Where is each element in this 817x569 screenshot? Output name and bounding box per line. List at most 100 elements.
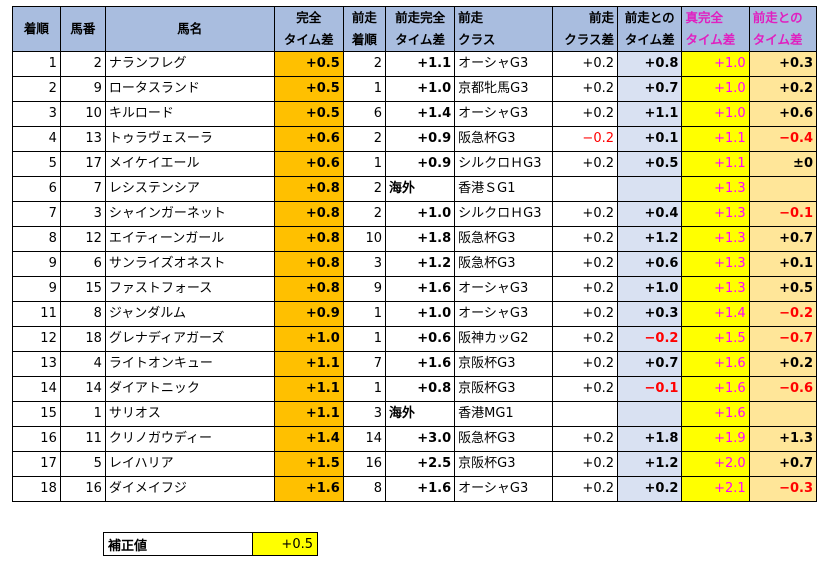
cell-true-full-time[interactable]: +1.3 bbox=[681, 226, 750, 252]
cell-prev-place[interactable]: 1 bbox=[342, 326, 387, 352]
cell-prev-true-diff[interactable] bbox=[748, 176, 817, 202]
cell-prev-class[interactable]: 京阪杯G3 bbox=[454, 351, 553, 377]
cell-prev-full-time[interactable]: +0.6 bbox=[385, 326, 456, 352]
cell-place[interactable]: 16 bbox=[12, 426, 61, 452]
cell-true-full-time[interactable]: +1.9 bbox=[681, 426, 750, 452]
cell-class-diff[interactable]: +0.2 bbox=[551, 151, 619, 177]
cell-prev-full-time[interactable]: +1.4 bbox=[385, 101, 456, 127]
cell-class-diff[interactable]: +0.2 bbox=[551, 426, 619, 452]
cell-prev-diff[interactable] bbox=[616, 176, 683, 202]
cell-prev-place[interactable]: 2 bbox=[342, 176, 387, 202]
cell-prev-full-time[interactable]: 海外 bbox=[385, 176, 456, 202]
cell-class-diff[interactable]: +0.2 bbox=[551, 376, 619, 402]
cell-full-time[interactable]: +1.5 bbox=[273, 451, 344, 477]
cell-prev-true-diff[interactable]: −0.7 bbox=[748, 326, 817, 352]
cell-prev-true-diff[interactable]: −0.4 bbox=[748, 126, 817, 152]
cell-class-diff[interactable]: +0.2 bbox=[551, 351, 619, 377]
cell-prev-full-time[interactable]: +0.9 bbox=[385, 126, 456, 152]
cell-prev-class[interactable]: オーシャG3 bbox=[454, 51, 553, 77]
cell-class-diff[interactable]: +0.2 bbox=[551, 51, 619, 77]
cell-place[interactable]: 14 bbox=[12, 376, 61, 402]
cell-true-full-time[interactable]: +1.5 bbox=[681, 326, 750, 352]
cell-number[interactable]: 8 bbox=[59, 301, 106, 327]
cell-true-full-time[interactable]: +2.0 bbox=[681, 451, 750, 477]
cell-place[interactable]: 11 bbox=[12, 301, 61, 327]
cell-prev-class[interactable]: 香港MG1 bbox=[454, 401, 553, 427]
cell-prev-class[interactable]: オーシャG3 bbox=[454, 276, 553, 302]
cell-horse-name[interactable]: ファストフォース bbox=[104, 276, 275, 302]
cell-class-diff[interactable]: +0.2 bbox=[551, 226, 619, 252]
header-prev-place-bottom[interactable]: 着順 bbox=[342, 29, 387, 52]
cell-prev-diff[interactable]: +1.2 bbox=[616, 451, 683, 477]
cell-horse-name[interactable]: サリオス bbox=[104, 401, 275, 427]
cell-class-diff[interactable]: +0.2 bbox=[551, 326, 619, 352]
header-prev-diff-top[interactable]: 前走との bbox=[616, 6, 683, 29]
cell-prev-class[interactable]: 阪急杯G3 bbox=[454, 426, 553, 452]
cell-true-full-time[interactable]: +1.1 bbox=[681, 126, 750, 152]
cell-horse-name[interactable]: ナランフレグ bbox=[104, 51, 275, 77]
cell-number[interactable]: 10 bbox=[59, 101, 106, 127]
cell-horse-name[interactable]: クリノガウディー bbox=[104, 426, 275, 452]
cell-place[interactable]: 17 bbox=[12, 451, 61, 477]
cell-prev-place[interactable]: 7 bbox=[342, 351, 387, 377]
cell-horse-name[interactable]: ジャンダルム bbox=[104, 301, 275, 327]
cell-prev-place[interactable]: 1 bbox=[342, 376, 387, 402]
cell-prev-full-time[interactable]: +1.0 bbox=[385, 301, 456, 327]
cell-number[interactable]: 5 bbox=[59, 451, 106, 477]
cell-full-time[interactable]: +0.5 bbox=[273, 51, 344, 77]
cell-horse-name[interactable]: サンライズオネスト bbox=[104, 251, 275, 277]
cell-prev-full-time[interactable]: +1.6 bbox=[385, 476, 456, 502]
cell-prev-diff[interactable]: +0.1 bbox=[616, 126, 683, 152]
cell-number[interactable]: 3 bbox=[59, 201, 106, 227]
cell-prev-place[interactable]: 2 bbox=[342, 201, 387, 227]
cell-horse-name[interactable]: ダイメイフジ bbox=[104, 476, 275, 502]
cell-prev-place[interactable]: 3 bbox=[342, 401, 387, 427]
cell-prev-diff[interactable]: +1.8 bbox=[616, 426, 683, 452]
cell-number[interactable]: 2 bbox=[59, 51, 106, 77]
cell-place[interactable]: 4 bbox=[12, 126, 61, 152]
cell-true-full-time[interactable]: +1.0 bbox=[681, 51, 750, 77]
cell-full-time[interactable]: +0.9 bbox=[273, 301, 344, 327]
header-prev-diff-bottom[interactable]: タイム差 bbox=[616, 29, 683, 52]
cell-horse-name[interactable]: グレナディアガーズ bbox=[104, 326, 275, 352]
cell-prev-true-diff[interactable]: +0.5 bbox=[748, 276, 817, 302]
cell-true-full-time[interactable]: +1.6 bbox=[681, 351, 750, 377]
cell-full-time[interactable]: +0.5 bbox=[273, 101, 344, 127]
cell-prev-true-diff[interactable]: −0.3 bbox=[748, 476, 817, 502]
cell-number[interactable]: 18 bbox=[59, 326, 106, 352]
cell-prev-class[interactable]: オーシャG3 bbox=[454, 301, 553, 327]
cell-prev-true-diff[interactable] bbox=[748, 401, 817, 427]
cell-prev-class[interactable]: 京阪杯G3 bbox=[454, 376, 553, 402]
cell-place[interactable]: 2 bbox=[12, 76, 61, 102]
cell-true-full-time[interactable]: +1.4 bbox=[681, 301, 750, 327]
cell-class-diff[interactable]: +0.2 bbox=[551, 476, 619, 502]
cell-horse-name[interactable]: メイケイエール bbox=[104, 151, 275, 177]
cell-number[interactable]: 17 bbox=[59, 151, 106, 177]
cell-prev-class[interactable]: シルクロＨG3 bbox=[454, 151, 553, 177]
cell-true-full-time[interactable]: +1.3 bbox=[681, 251, 750, 277]
cell-prev-true-diff[interactable]: −0.2 bbox=[748, 301, 817, 327]
cell-prev-diff[interactable]: +1.2 bbox=[616, 226, 683, 252]
cell-prev-diff[interactable]: +0.7 bbox=[616, 76, 683, 102]
cell-prev-diff[interactable]: +0.3 bbox=[616, 301, 683, 327]
cell-place[interactable]: 13 bbox=[12, 351, 61, 377]
cell-true-full-time[interactable]: +1.3 bbox=[681, 276, 750, 302]
cell-horse-name[interactable]: レシステンシア bbox=[104, 176, 275, 202]
cell-prev-place[interactable]: 14 bbox=[342, 426, 387, 452]
cell-full-time[interactable]: +0.8 bbox=[273, 276, 344, 302]
cell-prev-place[interactable]: 9 bbox=[342, 276, 387, 302]
cell-true-full-time[interactable]: +1.3 bbox=[681, 201, 750, 227]
cell-number[interactable]: 15 bbox=[59, 276, 106, 302]
cell-number[interactable]: 12 bbox=[59, 226, 106, 252]
cell-prev-full-time[interactable]: +1.2 bbox=[385, 251, 456, 277]
cell-prev-class[interactable]: 阪神カッG2 bbox=[454, 326, 553, 352]
header-prev-class-bottom[interactable]: クラス bbox=[454, 29, 553, 52]
header-class-diff-top[interactable]: 前走 bbox=[551, 6, 619, 29]
cell-prev-place[interactable]: 8 bbox=[342, 476, 387, 502]
cell-place[interactable]: 18 bbox=[12, 476, 61, 502]
cell-full-time[interactable]: +1.1 bbox=[273, 376, 344, 402]
cell-full-time[interactable]: +0.8 bbox=[273, 251, 344, 277]
cell-class-diff[interactable]: +0.2 bbox=[551, 76, 619, 102]
cell-number[interactable]: 6 bbox=[59, 251, 106, 277]
cell-number[interactable]: 14 bbox=[59, 376, 106, 402]
